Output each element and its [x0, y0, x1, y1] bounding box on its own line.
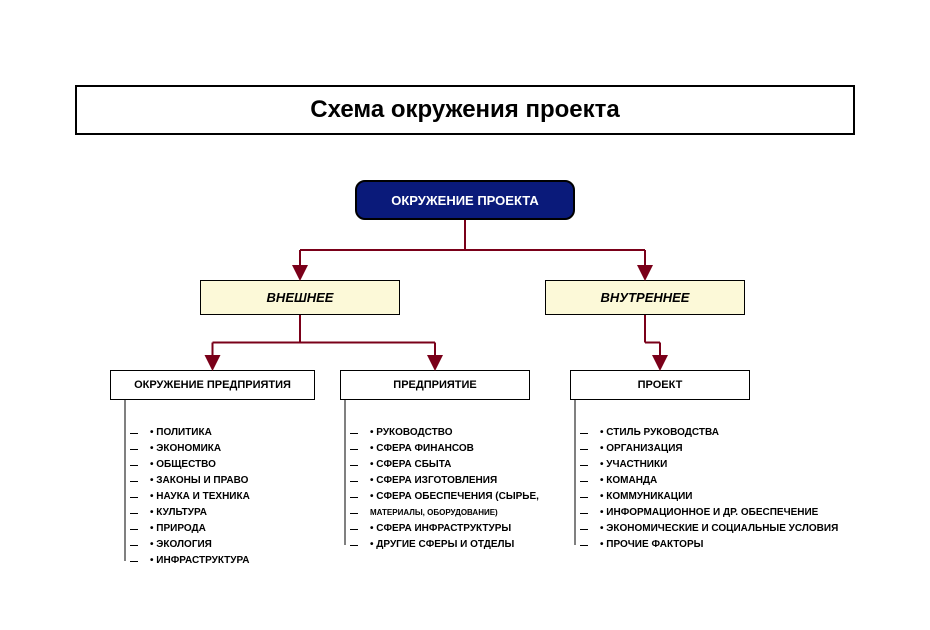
- list-item: • ИНФОРМАЦИОННОЕ И ДР. ОБЕСПЕЧЕНИЕ: [600, 505, 838, 521]
- items-environment: • ПОЛИТИКА• ЭКОНОМИКА• ОБЩЕСТВО• ЗАКОНЫ …: [150, 425, 250, 569]
- list-item: • КОММУНИКАЦИИ: [600, 489, 838, 505]
- list-item: • ПОЛИТИКА: [150, 425, 250, 441]
- list-item: • ЭКОНОМИЧЕСКИЕ И СОЦИАЛЬНЫЕ УСЛОВИЯ: [600, 521, 838, 537]
- items-enterprise: • РУКОВОДСТВО• СФЕРА ФИНАНСОВ• СФЕРА СБЫ…: [370, 425, 539, 553]
- leaf-environment-label: ОКРУЖЕНИЕ ПРЕДПРИЯТИЯ: [134, 379, 291, 391]
- leaf-enterprise-label: ПРЕДПРИЯТИЕ: [393, 379, 476, 391]
- list-item: • СТИЛЬ РУКОВОДСТВА: [600, 425, 838, 441]
- list-item: • ИНФРАСТРУКТУРА: [150, 553, 250, 569]
- root-node: ОКРУЖЕНИЕ ПРОЕКТА: [355, 180, 575, 220]
- list-item: • СФЕРА ОБЕСПЕЧЕНИЯ (СЫРЬЕ,: [370, 489, 539, 505]
- list-item: • ПРИРОДА: [150, 521, 250, 537]
- root-node-label: ОКРУЖЕНИЕ ПРОЕКТА: [391, 193, 538, 208]
- list-item: • КОМАНДА: [600, 473, 838, 489]
- list-item: • КУЛЬТУРА: [150, 505, 250, 521]
- list-item: • СФЕРА СБЫТА: [370, 457, 539, 473]
- list-item: • ДРУГИЕ СФЕРЫ И ОТДЕЛЫ: [370, 537, 539, 553]
- list-item: • ЭКОЛОГИЯ: [150, 537, 250, 553]
- branch-internal: ВНУТРЕННЕЕ: [545, 280, 745, 315]
- list-item: • СФЕРА ИЗГОТОВЛЕНИЯ: [370, 473, 539, 489]
- list-item: • ПРОЧИЕ ФАКТОРЫ: [600, 537, 838, 553]
- leaf-project-label: ПРОЕКТ: [638, 379, 683, 391]
- branch-internal-label: ВНУТРЕННЕЕ: [601, 290, 690, 305]
- leaf-environment: ОКРУЖЕНИЕ ПРЕДПРИЯТИЯ: [110, 370, 315, 400]
- diagram-title-box: Схема окружения проекта: [75, 85, 855, 135]
- list-item: • СФЕРА ФИНАНСОВ: [370, 441, 539, 457]
- branch-external: ВНЕШНЕЕ: [200, 280, 400, 315]
- list-item: • РУКОВОДСТВО: [370, 425, 539, 441]
- list-item: • ЭКОНОМИКА: [150, 441, 250, 457]
- list-item: • ОРГАНИЗАЦИЯ: [600, 441, 838, 457]
- branch-external-label: ВНЕШНЕЕ: [267, 290, 334, 305]
- list-item: • УЧАСТНИКИ: [600, 457, 838, 473]
- items-project: • СТИЛЬ РУКОВОДСТВА• ОРГАНИЗАЦИЯ• УЧАСТН…: [600, 425, 838, 553]
- leaf-enterprise: ПРЕДПРИЯТИЕ: [340, 370, 530, 400]
- list-item: МАТЕРИАЛЫ, ОБОРУДОВАНИЕ): [370, 505, 539, 521]
- list-item: • ЗАКОНЫ И ПРАВО: [150, 473, 250, 489]
- diagram-title: Схема окружения проекта: [310, 96, 619, 124]
- leaf-project: ПРОЕКТ: [570, 370, 750, 400]
- list-item: • СФЕРА ИНФРАСТРУКТУРЫ: [370, 521, 539, 537]
- list-item: • НАУКА И ТЕХНИКА: [150, 489, 250, 505]
- list-item: • ОБЩЕСТВО: [150, 457, 250, 473]
